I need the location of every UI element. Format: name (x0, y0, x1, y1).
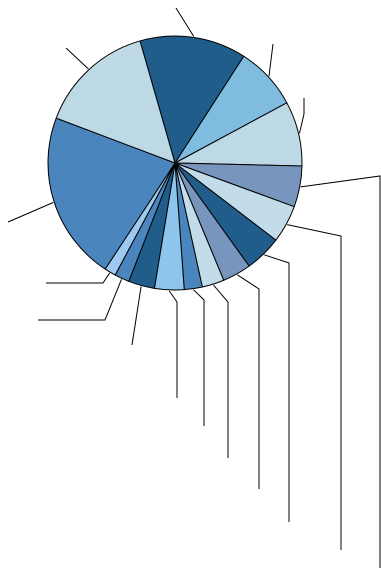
leader-line (65, 47, 89, 70)
leader-line (46, 272, 111, 284)
leader-line (264, 254, 290, 522)
pie-slice (47, 117, 176, 270)
leader-line (175, 7, 195, 37)
leader-line (299, 98, 305, 134)
leader-line (213, 284, 229, 458)
pie-slice (55, 40, 176, 164)
leader-line (237, 274, 260, 489)
leader-line (193, 289, 205, 426)
leader-lines (7, 7, 381, 568)
leader-line (168, 290, 178, 398)
leader-line (7, 202, 54, 223)
leader-line (38, 279, 122, 321)
leader-line (268, 43, 274, 77)
pie-slices (47, 35, 303, 291)
leader-line (131, 286, 142, 346)
leader-line (300, 175, 381, 568)
leader-line (287, 224, 342, 550)
